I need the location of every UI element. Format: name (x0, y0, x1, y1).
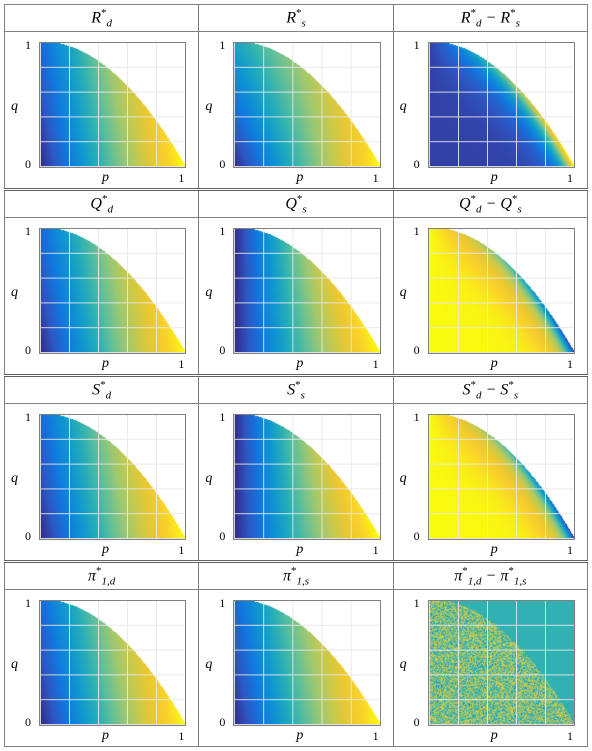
xtick-1: 1 (178, 543, 184, 558)
xtick-1: 1 (567, 543, 573, 558)
xtick-1: 1 (567, 171, 573, 186)
ytick-0: 0 (414, 343, 420, 358)
ylabel: q (400, 99, 407, 115)
panel-title-Sd: S*d (5, 376, 199, 404)
xlabel: p (296, 170, 303, 186)
ylabel: q (205, 657, 212, 673)
plot-box (233, 42, 380, 168)
ytick-0: 0 (25, 157, 31, 172)
ytick-0: 0 (219, 715, 225, 730)
xlabel: p (296, 356, 303, 372)
panel-Rs: q 1 0 p 1 (199, 32, 393, 190)
panel-title-Rs: R*s (199, 5, 393, 32)
plot-box (233, 600, 380, 726)
ytick-0: 0 (25, 343, 31, 358)
plot-box (233, 414, 380, 540)
xlabel: p (102, 728, 109, 744)
xtick-1: 1 (373, 729, 379, 744)
panel-title-Rd: R*d (5, 5, 199, 32)
panel-Qd: q 1 0 p 1 (5, 218, 199, 376)
panel-Qs: q 1 0 p 1 (199, 218, 393, 376)
xlabel: p (102, 356, 109, 372)
ylabel: q (11, 99, 18, 115)
ytick-1: 1 (414, 224, 420, 239)
plot-box (428, 228, 575, 354)
panel-title-pi1d-pi1s: π*1,d − π*1,s (393, 562, 587, 590)
xtick-1: 1 (567, 729, 573, 744)
plot-box (428, 42, 575, 168)
panel-title-pi1s: π*1,s (199, 562, 393, 590)
plot-box (39, 228, 186, 354)
ytick-0: 0 (414, 157, 420, 172)
xlabel: p (296, 542, 303, 558)
ylabel: q (205, 285, 212, 301)
ytick-1: 1 (219, 596, 225, 611)
ytick-0: 0 (25, 715, 31, 730)
panel-title-Rd-Rs: R*d − R*s (393, 5, 587, 32)
xlabel: p (102, 170, 109, 186)
panel-pi1d: q 1 0 p 1 (5, 590, 199, 747)
ylabel: q (400, 285, 407, 301)
panel-pi1s: q 1 0 p 1 (199, 590, 393, 747)
panel-Rd: q 1 0 p 1 (5, 32, 199, 190)
ylabel: q (11, 657, 18, 673)
ytick-0: 0 (414, 715, 420, 730)
panel-title-Ss: S*s (199, 376, 393, 404)
plot-box (39, 414, 186, 540)
xtick-1: 1 (178, 357, 184, 372)
xtick-1: 1 (178, 729, 184, 744)
xtick-1: 1 (373, 357, 379, 372)
panel-title-Qs: Q*s (199, 190, 393, 218)
panel-title-Qd: Q*d (5, 190, 199, 218)
xlabel: p (491, 356, 498, 372)
xlabel: p (491, 542, 498, 558)
ytick-1: 1 (219, 38, 225, 53)
ytick-1: 1 (25, 596, 31, 611)
ytick-0: 0 (219, 157, 225, 172)
ytick-1: 1 (219, 224, 225, 239)
ytick-1: 1 (25, 38, 31, 53)
xtick-1: 1 (178, 171, 184, 186)
xlabel: p (296, 728, 303, 744)
xlabel: p (491, 170, 498, 186)
panel-Sd: q 1 0 p 1 (5, 404, 199, 562)
ytick-1: 1 (414, 596, 420, 611)
panel-Qd-Qs: q 1 0 p 1 (393, 218, 587, 376)
xtick-1: 1 (373, 171, 379, 186)
panel-title-Qd-Qs: Q*d − Q*s (393, 190, 587, 218)
panel-title-Sd-Ss: S*d − S*s (393, 376, 587, 404)
ylabel: q (11, 471, 18, 487)
plot-box (39, 600, 186, 726)
ytick-1: 1 (414, 38, 420, 53)
ylabel: q (205, 471, 212, 487)
ytick-0: 0 (25, 529, 31, 544)
xtick-1: 1 (567, 357, 573, 372)
xtick-1: 1 (373, 543, 379, 558)
ylabel: q (400, 657, 407, 673)
ylabel: q (400, 471, 407, 487)
panel-Ss: q 1 0 p 1 (199, 404, 393, 562)
ylabel: q (205, 99, 212, 115)
xlabel: p (102, 542, 109, 558)
ytick-1: 1 (219, 410, 225, 425)
figure-grid: R*dR*sR*d − R*s q 1 0 p 1 q 1 0 p 1 q 1 0 p 1 Q*dQ*sQ*d … (4, 4, 588, 747)
ytick-1: 1 (414, 410, 420, 425)
panel-pi1d-pi1s: q 1 0 p 1 (393, 590, 587, 747)
plot-box (428, 414, 575, 540)
ytick-1: 1 (25, 410, 31, 425)
ytick-0: 0 (414, 529, 420, 544)
panel-title-pi1d: π*1,d (5, 562, 199, 590)
xlabel: p (491, 728, 498, 744)
panel-Rd-Rs: q 1 0 p 1 (393, 32, 587, 190)
ytick-0: 0 (219, 529, 225, 544)
plot-box (428, 600, 575, 726)
ylabel: q (11, 285, 18, 301)
ytick-1: 1 (25, 224, 31, 239)
panel-Sd-Ss: q 1 0 p 1 (393, 404, 587, 562)
plot-box (233, 228, 380, 354)
ytick-0: 0 (219, 343, 225, 358)
plot-box (39, 42, 186, 168)
